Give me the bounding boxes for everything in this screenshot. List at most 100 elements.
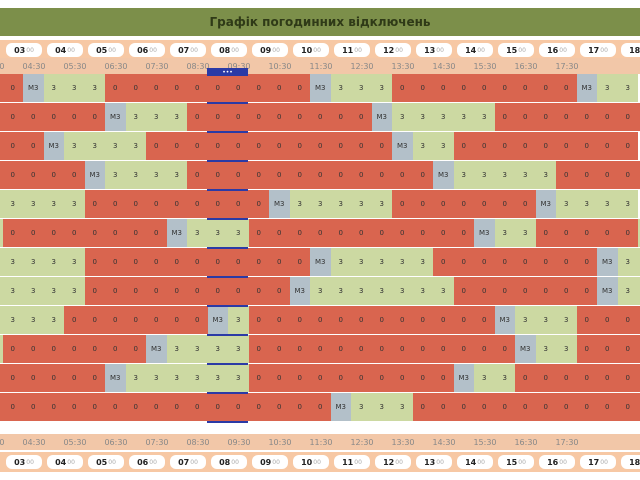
schedule-cell-off: 0 <box>433 74 454 102</box>
schedule-cell-off: 0 <box>515 277 536 305</box>
schedule-cell-off: 0 <box>433 335 454 363</box>
schedule-cell-off: 0 <box>84 364 105 392</box>
schedule-cell-on: 3 <box>2 248 23 276</box>
schedule-cell-off: 0 <box>515 393 536 421</box>
schedule-cell-off: 0 <box>310 393 331 421</box>
schedule-cell-maybe: М3 <box>515 335 536 363</box>
schedule-cell-off: 0 <box>494 248 515 276</box>
bottom-half-hour-label: 17:30 <box>555 437 579 447</box>
schedule-cell-on: 3 <box>207 335 228 363</box>
schedule-cell-off: 0 <box>638 393 640 421</box>
schedule-cell-off: 0 <box>125 74 146 102</box>
schedule-cell-on: 3 <box>535 335 556 363</box>
bottom-hour-label: 09 00 <box>252 455 288 469</box>
schedule-cell-on: 3 <box>43 74 64 102</box>
schedule-cell-off: 0 <box>146 393 167 421</box>
schedule-cell-on: 3 <box>0 219 3 247</box>
schedule-cell-off: 0 <box>43 364 64 392</box>
schedule-cell-off: 0 <box>412 161 433 189</box>
schedule-cell-off: 0 <box>289 103 310 131</box>
schedule-cell-off: 0 <box>2 393 23 421</box>
bottom-hour-label: 13 00 <box>416 455 452 469</box>
schedule-cell-off: 0 <box>84 393 105 421</box>
schedule-cell-on: 3 <box>84 74 105 102</box>
schedule-cell-on: 3 <box>166 161 187 189</box>
bottom-hour-label: 08 00 <box>211 455 247 469</box>
schedule-cell-off: 0 <box>330 161 351 189</box>
schedule-cell-maybe: М3 <box>597 277 618 305</box>
schedule-cell-on: 3 <box>515 306 536 334</box>
schedule-cell-off: 0 <box>474 335 495 363</box>
schedule-cell-off: 0 <box>23 132 44 160</box>
schedule-cell-on: 3 <box>371 277 392 305</box>
schedule-cell-off: 0 <box>43 335 64 363</box>
schedule-cell-on: 3 <box>125 132 146 160</box>
schedule-cell-off: 0 <box>105 335 126 363</box>
schedule-cell-off: 0 <box>125 248 146 276</box>
schedule-cell-off: 0 <box>64 103 85 131</box>
schedule-cell-off: 0 <box>576 277 597 305</box>
schedule-cell-off: 0 <box>474 74 495 102</box>
schedule-cell-off: 0 <box>125 306 146 334</box>
schedule-cell-off: 0 <box>330 132 351 160</box>
schedule-cell-off: 0 <box>392 219 413 247</box>
schedule-cell-off: 0 <box>207 103 228 131</box>
schedule-cell-on: 3 <box>412 248 433 276</box>
schedule-cell-off: 0 <box>638 103 640 131</box>
schedule-cell-off: 0 <box>597 132 618 160</box>
schedule-cell-on: 3 <box>351 248 372 276</box>
schedule-cell-off: 0 <box>84 248 105 276</box>
schedule-cell-off: 0 <box>105 306 126 334</box>
schedule-cell-off: 0 <box>433 393 454 421</box>
schedule-cell-off: 0 <box>392 74 413 102</box>
schedule-cell-on: 3 <box>0 306 3 334</box>
schedule-cell-on: 3 <box>638 248 640 276</box>
schedule-cell-off: 0 <box>289 74 310 102</box>
bottom-half-hour-label: 15:30 <box>473 437 497 447</box>
schedule-cell-off: 0 <box>453 132 474 160</box>
schedule-cell-on: 3 <box>617 277 638 305</box>
top-half-hour-label: 06:30 <box>104 61 128 71</box>
schedule-cell-on: 3 <box>187 335 208 363</box>
top-hour-label: 12 00 <box>375 43 411 57</box>
current-column-line <box>207 305 248 307</box>
schedule-cell-off: 0 <box>228 74 249 102</box>
current-column-line <box>207 131 248 133</box>
schedule-cell-off: 0 <box>433 306 454 334</box>
schedule-cell-off: 0 <box>187 306 208 334</box>
schedule-cell-off: 0 <box>556 161 577 189</box>
schedule-cell-off: 0 <box>330 335 351 363</box>
schedule-cell-off: 0 <box>166 190 187 218</box>
schedule-cell-off: 0 <box>535 248 556 276</box>
current-column-line <box>207 73 248 75</box>
schedule-cell-off: 0 <box>494 190 515 218</box>
schedule-cell-off: 0 <box>187 161 208 189</box>
schedule-cell-off: 0 <box>474 132 495 160</box>
schedule-cell-off: 0 <box>146 248 167 276</box>
schedule-cell-off: 0 <box>23 364 44 392</box>
schedule-cell-off: 0 <box>597 219 618 247</box>
schedule-cell-off: 0 <box>556 248 577 276</box>
schedule-cell-off: 0 <box>125 393 146 421</box>
schedule-cell-off: 0 <box>228 103 249 131</box>
schedule-cell-off: 0 <box>289 161 310 189</box>
schedule-cell-off: 0 <box>269 335 290 363</box>
schedule-cell-maybe: М3 <box>207 306 228 334</box>
top-half-hour-label: 07:30 <box>145 61 169 71</box>
schedule-cell-off: 0 <box>289 132 310 160</box>
schedule-cell-maybe: М3 <box>146 335 167 363</box>
schedule-cell-on: 3 <box>351 393 372 421</box>
current-column-line <box>207 247 248 249</box>
bottom-half-hour-label: 06:30 <box>104 437 128 447</box>
schedule-cell-off: 0 <box>310 306 331 334</box>
schedule-cell-on: 3 <box>310 277 331 305</box>
top-half-hour-label: 08:30 <box>186 61 210 71</box>
outage-grid: 00М33330000000000М3333000000000М33300000… <box>0 74 640 426</box>
schedule-cell-on: 3 <box>474 103 495 131</box>
schedule-cell-on: 3 <box>43 306 64 334</box>
schedule-cell-off: 0 <box>494 132 515 160</box>
schedule-cell-off: 0 <box>228 248 249 276</box>
schedule-cell-on: 3 <box>330 277 351 305</box>
schedule-cell-off: 0 <box>494 335 515 363</box>
schedule-cell-on: 3 <box>207 364 228 392</box>
